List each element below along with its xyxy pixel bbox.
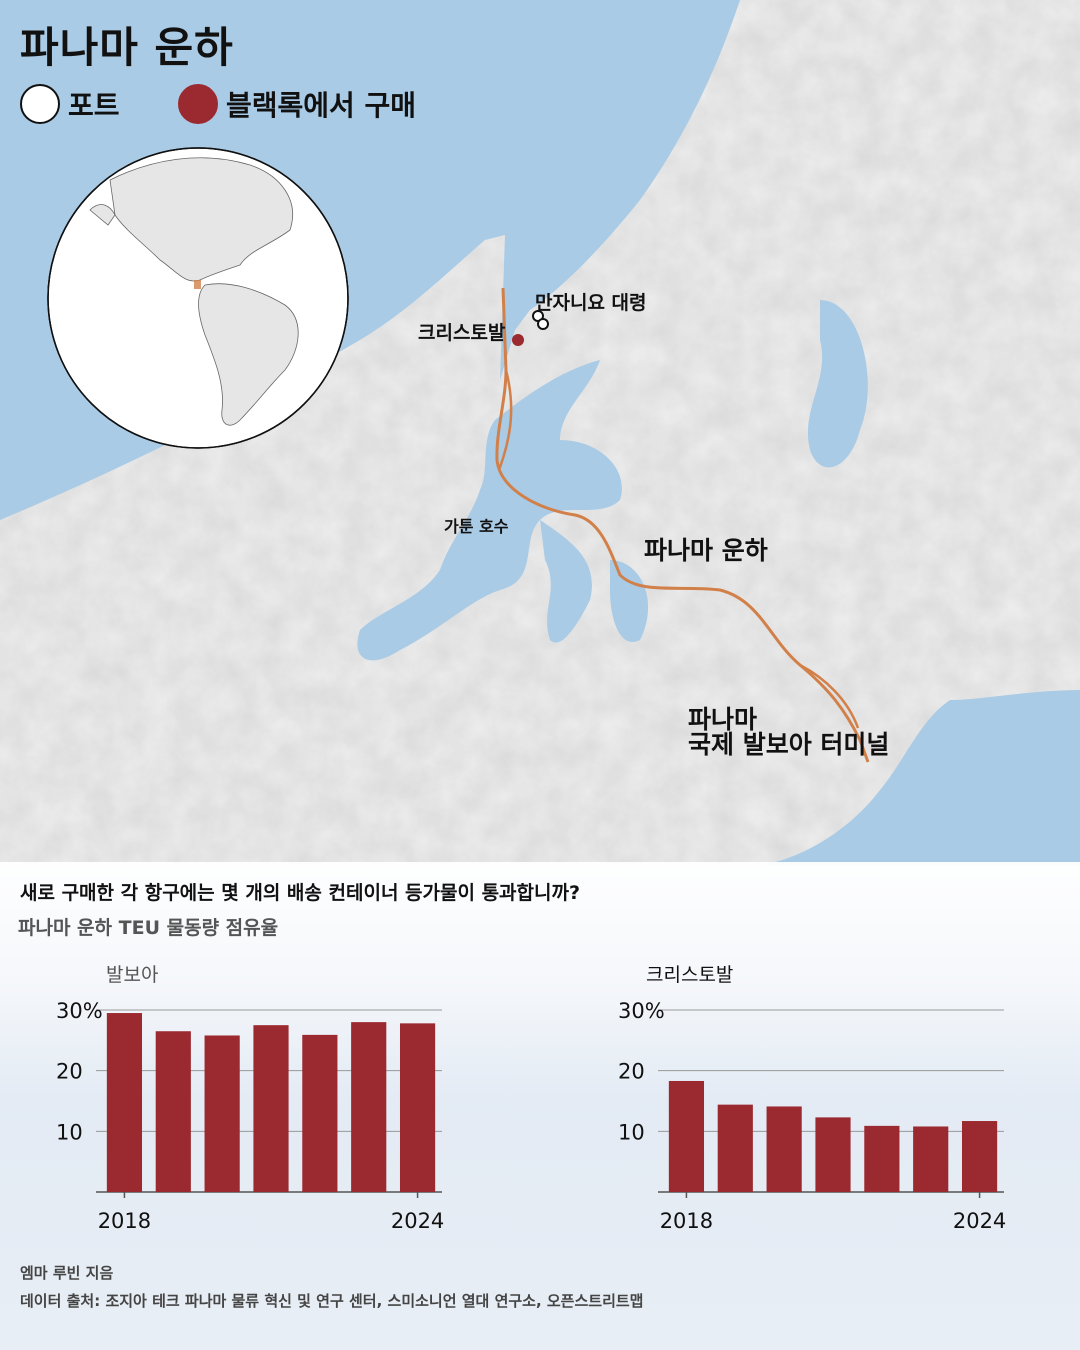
x-tick-label: 2024 <box>391 1209 444 1233</box>
panama-canal-map <box>0 0 1080 865</box>
port-legend-icon <box>20 84 60 124</box>
label-panama-canal: 파나마 운하 <box>644 536 768 565</box>
chart-subtitle: 파나마 운하 TEU 물동량 점유율 <box>18 917 279 939</box>
legend-item-port: 포트 <box>20 84 120 124</box>
y-tick-label: 30% <box>618 999 665 1023</box>
x-tick-label: 2024 <box>953 1209 1006 1233</box>
y-tick-label: 10 <box>618 1120 645 1144</box>
bar-2023 <box>351 1022 387 1192</box>
footer-source: 데이터 출처: 조지아 테크 파나마 물류 혁신 및 연구 센터, 스미소니언 … <box>20 1292 644 1310</box>
label-manzanillo: 만자니요 대령 <box>535 292 647 314</box>
label-balboa-line1: 파나마 <box>688 705 758 734</box>
blackrock-legend-icon <box>178 84 218 124</box>
chart-title-balboa: 발보아 <box>106 964 159 986</box>
x-tick-label: 2018 <box>98 1209 151 1233</box>
port-cristobal <box>512 334 524 346</box>
bar-chart-balboa: 10 20 30% 2018 2024 <box>56 999 444 1233</box>
globe-panama-marker <box>194 280 201 289</box>
chart-title-cristobal: 크리스토발 <box>646 964 734 986</box>
label-balboa-line2: 국제 발보아 터미널 <box>688 730 890 759</box>
page-title: 파나마 운하 <box>20 23 234 72</box>
bar-chart-cristobal: 10 20 30% 2018 2024 <box>618 999 1006 1233</box>
chart-question: 새로 구매한 각 항구에는 몇 개의 배송 컨테이너 등가물이 통과합니까? <box>20 882 580 904</box>
y-tick-label: 20 <box>618 1060 645 1084</box>
footer-author: 엠마 루빈 지음 <box>20 1264 114 1282</box>
bar-2018 <box>668 1080 705 1192</box>
y-tick-label: 10 <box>56 1120 83 1144</box>
gatun-lake <box>357 360 622 661</box>
bar-2020 <box>766 1106 802 1192</box>
bar-2021 <box>253 1025 289 1192</box>
bar-2019 <box>717 1104 753 1192</box>
port-manzanillo-2 <box>537 318 549 330</box>
globe-inset <box>47 147 349 449</box>
legend-label-port: 포트 <box>68 89 120 122</box>
bar-2018 <box>106 1013 143 1192</box>
bar-2020 <box>204 1035 240 1192</box>
bar-2021 <box>815 1117 851 1192</box>
x-tick-label: 2018 <box>660 1209 713 1233</box>
legend-item-blackrock: 블랙록에서 구매 <box>178 84 416 124</box>
bar-2024 <box>961 1121 998 1192</box>
label-cristobal: 크리스토발 <box>418 322 506 344</box>
bar-2019 <box>155 1031 191 1192</box>
bar-2024 <box>399 1023 436 1192</box>
y-tick-label: 30% <box>56 999 103 1023</box>
label-gatun-lake: 가툰 호수 <box>444 517 509 536</box>
bar-2023 <box>913 1126 949 1192</box>
y-tick-label: 20 <box>56 1060 83 1084</box>
legend-label-blackrock: 블랙록에서 구매 <box>226 89 417 122</box>
bar-2022 <box>302 1034 338 1192</box>
bar-2022 <box>864 1125 900 1192</box>
